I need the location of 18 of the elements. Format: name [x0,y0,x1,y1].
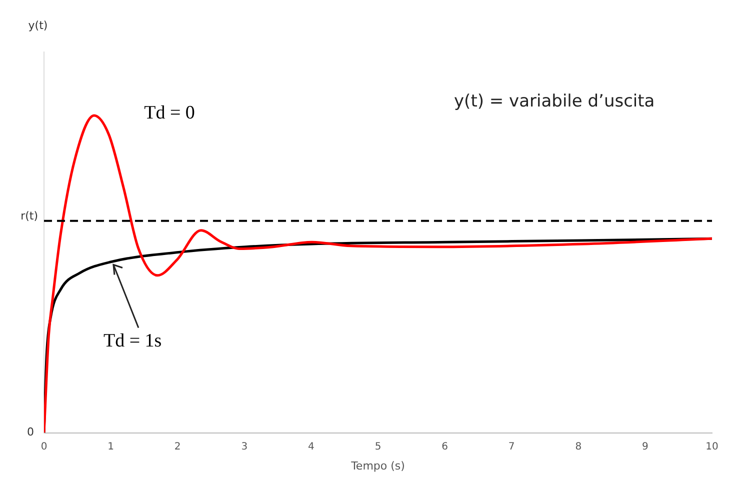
x-tick-label: 1 [108,441,114,452]
x-tick-label: 0 [40,441,48,452]
x-tick-label: 6 [442,441,448,452]
text: Td = 1s [103,330,162,352]
x-tick-label: 4 [308,441,314,452]
x-axis-title: Tempo (s) [350,459,405,472]
x-tick-label: 10 [706,441,718,452]
series-label: Td = 0 [144,102,195,124]
x-tick-label: 2 [174,441,181,452]
text: y(t) = variabile d’uscita [454,91,655,112]
x-tick-label: 3 [241,441,248,452]
text: 0 [27,426,34,439]
x-tick-label: 7 [508,441,515,452]
ref-line-label: r(t) [20,210,38,223]
text: y(t) [28,18,48,32]
x-tick-label: 5 [374,441,382,452]
x-tick-label: 8 [575,441,582,452]
x-tick-label: 9 [642,441,648,452]
